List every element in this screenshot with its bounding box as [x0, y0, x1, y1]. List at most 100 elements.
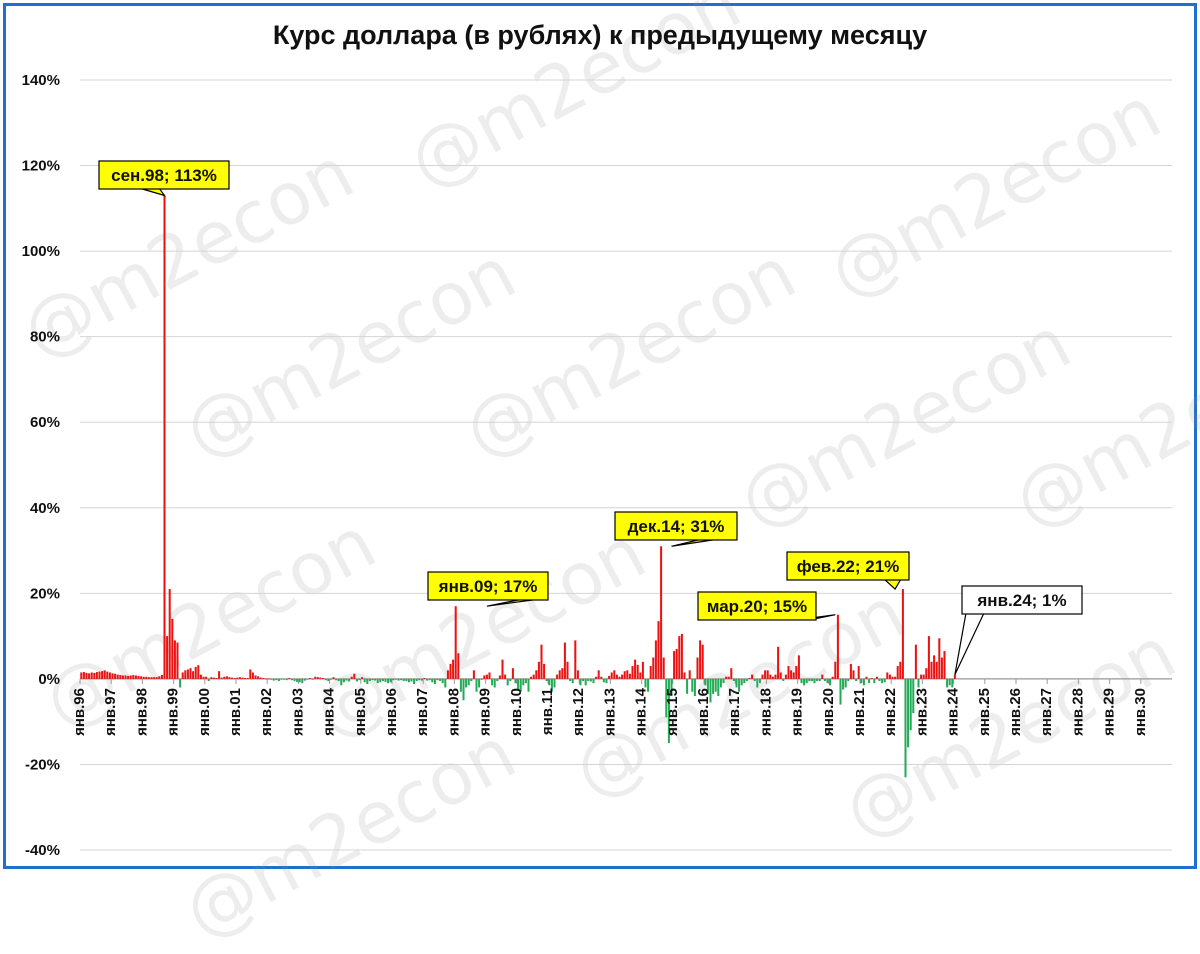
bar [397, 678, 400, 681]
bar [132, 675, 135, 679]
callout-box [427, 571, 549, 601]
bar [249, 669, 252, 679]
bar [865, 676, 868, 679]
bar [519, 678, 522, 692]
bar [667, 678, 670, 744]
bar [878, 678, 881, 682]
bar [914, 644, 917, 679]
bar [613, 670, 616, 679]
bar [202, 676, 205, 679]
bar [491, 678, 494, 686]
bar [371, 678, 374, 681]
x-tick-label: янв.16 [695, 688, 712, 736]
bar [207, 678, 210, 682]
x-tick-label: янв.02 [258, 688, 275, 736]
bar [730, 668, 733, 679]
bar [615, 674, 618, 679]
bar [803, 678, 806, 686]
bar [335, 678, 338, 681]
bar [524, 678, 527, 684]
bar [262, 678, 265, 679]
bar [225, 676, 228, 679]
bar [714, 678, 717, 692]
bar [119, 675, 122, 679]
bar [699, 640, 702, 679]
bar [693, 678, 696, 696]
bar [631, 666, 634, 679]
bar [662, 657, 665, 679]
bar [732, 678, 735, 682]
bar [384, 678, 387, 682]
bar [517, 678, 520, 690]
bar [197, 665, 200, 679]
bar [251, 672, 254, 679]
y-tick-label: 0% [38, 671, 60, 688]
bar [142, 676, 145, 679]
bar [680, 633, 683, 679]
bar [314, 676, 317, 679]
bar [894, 676, 897, 679]
bar [405, 678, 408, 682]
bar [319, 677, 322, 679]
bar [748, 678, 751, 679]
bar [212, 677, 215, 679]
bar [449, 663, 452, 679]
bar [800, 678, 803, 684]
bar [751, 674, 754, 679]
bar [816, 678, 819, 682]
bar [673, 651, 676, 679]
bar [787, 666, 790, 679]
bar [550, 678, 553, 692]
bar [101, 671, 104, 679]
bar [181, 672, 184, 679]
x-tick-label: янв.30 [1132, 688, 1149, 736]
x-tick-label: янв.01 [227, 688, 244, 736]
bar [475, 678, 478, 692]
bar [353, 673, 356, 679]
bar [483, 675, 486, 679]
bar [597, 670, 600, 679]
bar [657, 621, 660, 679]
bar [293, 678, 296, 682]
y-tick-label: 140% [22, 72, 60, 89]
x-tick-label: янв.27 [1038, 688, 1055, 736]
bar [288, 678, 291, 679]
bar [938, 638, 941, 679]
bar [116, 674, 119, 679]
chart-title: Курс доллара (в рублях) к предыдущему ме… [272, 20, 928, 50]
bar [223, 676, 226, 679]
bar [95, 672, 98, 679]
bar [769, 674, 772, 679]
bar [402, 678, 405, 682]
bar [829, 678, 832, 686]
bar [504, 674, 507, 679]
bar [254, 675, 257, 679]
x-tick-label: янв.97 [102, 688, 119, 736]
x-tick-label: янв.17 [726, 688, 743, 736]
bar [636, 664, 639, 679]
bar [917, 678, 920, 688]
x-tick-label: янв.25 [976, 688, 993, 736]
bar [535, 670, 538, 679]
bar [530, 676, 533, 679]
bar [374, 678, 377, 681]
bar [712, 678, 715, 694]
bar [634, 659, 637, 679]
bar [704, 678, 707, 686]
bar [740, 678, 743, 686]
x-tick-label: янв.00 [196, 688, 213, 736]
bar [90, 672, 93, 679]
bar [927, 636, 930, 679]
bar [428, 678, 431, 681]
bar [267, 678, 270, 680]
bar [610, 672, 613, 679]
bar [774, 674, 777, 679]
bar [309, 678, 312, 679]
bar [355, 678, 358, 682]
bar [340, 678, 343, 686]
bar [696, 657, 699, 679]
bar [649, 666, 652, 679]
bar [420, 678, 423, 681]
bar [220, 677, 223, 679]
bar [886, 672, 889, 679]
